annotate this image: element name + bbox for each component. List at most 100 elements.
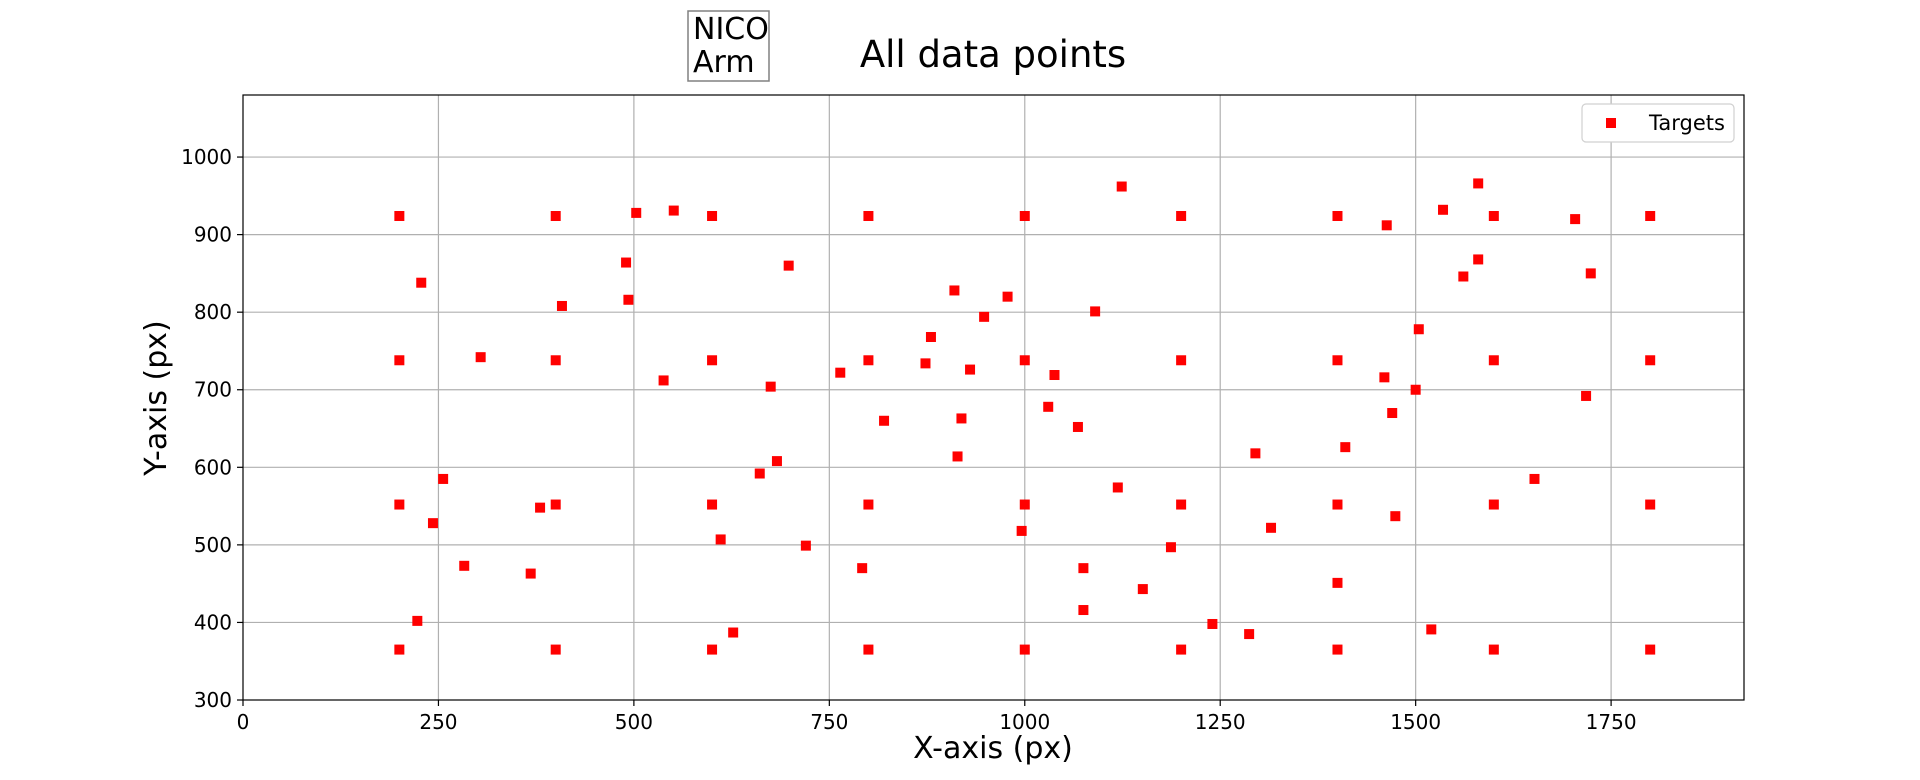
data-point: [1090, 306, 1101, 317]
x-tick-label: 1250: [1195, 710, 1246, 734]
data-point: [525, 568, 536, 579]
annotation-box: NICO Arm: [687, 10, 770, 82]
data-point: [550, 644, 561, 655]
y-tick-label: 400: [194, 610, 232, 634]
data-point: [1137, 584, 1148, 595]
data-point: [1244, 629, 1255, 640]
data-point: [1332, 211, 1343, 221]
data-point: [1426, 624, 1437, 635]
data-point: [1176, 499, 1187, 510]
data-point: [857, 563, 868, 574]
data-point: [1207, 618, 1218, 629]
data-point: [1488, 355, 1499, 366]
annotation-frame: [687, 10, 770, 82]
data-point: [1250, 448, 1261, 459]
data-point: [1645, 211, 1656, 221]
data-point: [1078, 605, 1089, 616]
data-point: [1019, 644, 1030, 655]
data-point: [965, 364, 976, 375]
data-point: [979, 311, 990, 322]
data-point: [475, 352, 486, 363]
y-tick-label: 300: [194, 688, 232, 712]
data-point: [459, 560, 470, 571]
data-point: [1019, 499, 1030, 510]
plot-area-frame: [242, 94, 1745, 701]
data-point: [728, 627, 739, 638]
data-point: [952, 451, 963, 462]
data-point: [394, 355, 405, 366]
y-tick-label: 700: [194, 378, 232, 402]
data-point: [668, 205, 679, 216]
data-point: [1176, 644, 1187, 655]
y-axis-label: Y-axis (px): [139, 320, 174, 476]
data-point: [1381, 220, 1392, 231]
data-point: [1581, 390, 1592, 401]
data-point: [556, 300, 567, 311]
data-point: [1043, 401, 1054, 412]
y-tick-label: 600: [194, 455, 232, 479]
data-point: [1340, 442, 1351, 453]
x-tick-label: 0: [237, 710, 250, 734]
data-point: [1078, 563, 1089, 574]
x-tick-label: 1000: [999, 710, 1050, 734]
data-point: [707, 644, 718, 655]
data-point: [949, 285, 960, 296]
data-point: [1016, 525, 1027, 536]
data-point: [1332, 355, 1343, 366]
x-axis-label: X-axis (px): [913, 731, 1073, 766]
data-point: [1473, 254, 1484, 265]
data-point: [754, 468, 765, 479]
chart-title: All data points: [860, 33, 1126, 76]
data-point: [1116, 181, 1127, 192]
data-point: [1413, 324, 1424, 335]
data-point: [1390, 511, 1401, 522]
data-point: [835, 367, 846, 378]
x-tick-label: 1750: [1586, 710, 1637, 734]
data-point: [1165, 542, 1176, 553]
data-point: [783, 260, 794, 271]
data-point: [550, 211, 561, 221]
grid-layer: [243, 95, 1744, 700]
data-point: [1072, 421, 1083, 432]
legend-label-targets: Targets: [1648, 111, 1725, 135]
y-tick-label: 900: [194, 223, 232, 247]
data-point: [1332, 644, 1343, 655]
data-point: [920, 358, 931, 369]
data-point: [1645, 355, 1656, 366]
data-point: [863, 211, 874, 221]
data-point: [1645, 644, 1656, 655]
data-point: [550, 355, 561, 366]
data-point: [1176, 355, 1187, 366]
data-point: [394, 499, 405, 510]
annotation-line-2: Arm: [693, 45, 755, 80]
data-point: [1458, 271, 1469, 282]
data-point: [800, 540, 811, 551]
data-point: [1176, 211, 1187, 221]
data-point: [863, 499, 874, 510]
axis-ticks: 0 250 500 750 1000 1250 1500 1750 300 400 500 600 70…: [181, 145, 1636, 734]
data-point: [1529, 473, 1540, 484]
data-point: [394, 211, 405, 221]
data-point: [1645, 499, 1656, 510]
data-point: [621, 257, 632, 268]
data-point: [412, 615, 423, 626]
legend-marker: [1606, 118, 1616, 128]
x-tick-label: 250: [419, 710, 457, 734]
data-point: [1019, 211, 1030, 221]
data-point: [1332, 577, 1343, 588]
y-tick-label: 1000: [181, 145, 232, 169]
data-point: [1488, 211, 1499, 221]
data-point: [1002, 291, 1013, 302]
data-point: [1266, 522, 1277, 533]
data-point: [1332, 499, 1343, 510]
data-point: [863, 644, 874, 655]
data-point: [1585, 268, 1596, 279]
data-point: [631, 207, 642, 218]
data-point: [956, 413, 967, 424]
data-point: [863, 355, 874, 366]
data-point: [925, 332, 936, 342]
data-point: [765, 381, 776, 392]
legend: Targets: [1581, 103, 1735, 143]
data-point: [416, 277, 427, 288]
data-point: [707, 499, 718, 510]
